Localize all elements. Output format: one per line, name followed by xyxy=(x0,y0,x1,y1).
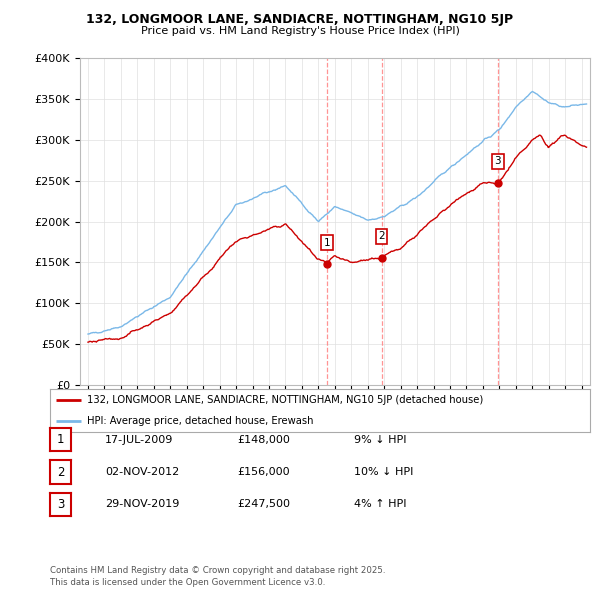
Text: 132, LONGMOOR LANE, SANDIACRE, NOTTINGHAM, NG10 5JP (detached house): 132, LONGMOOR LANE, SANDIACRE, NOTTINGHA… xyxy=(86,395,483,405)
Text: 4% ↑ HPI: 4% ↑ HPI xyxy=(354,500,407,509)
Text: Contains HM Land Registry data © Crown copyright and database right 2025.
This d: Contains HM Land Registry data © Crown c… xyxy=(50,566,385,587)
Text: 3: 3 xyxy=(494,156,501,166)
Text: 3: 3 xyxy=(57,498,64,511)
Text: 10% ↓ HPI: 10% ↓ HPI xyxy=(354,467,413,477)
Text: 2: 2 xyxy=(57,466,64,478)
Text: 17-JUL-2009: 17-JUL-2009 xyxy=(105,435,173,444)
Text: HPI: Average price, detached house, Erewash: HPI: Average price, detached house, Erew… xyxy=(86,416,313,426)
Text: £247,500: £247,500 xyxy=(237,500,290,509)
Text: 1: 1 xyxy=(324,238,331,248)
Text: £156,000: £156,000 xyxy=(237,467,290,477)
Text: 132, LONGMOOR LANE, SANDIACRE, NOTTINGHAM, NG10 5JP: 132, LONGMOOR LANE, SANDIACRE, NOTTINGHA… xyxy=(86,13,514,26)
Text: Price paid vs. HM Land Registry's House Price Index (HPI): Price paid vs. HM Land Registry's House … xyxy=(140,26,460,36)
Text: 1: 1 xyxy=(57,433,64,446)
Text: 29-NOV-2019: 29-NOV-2019 xyxy=(105,500,179,509)
Text: £148,000: £148,000 xyxy=(237,435,290,444)
Text: 9% ↓ HPI: 9% ↓ HPI xyxy=(354,435,407,444)
Text: 02-NOV-2012: 02-NOV-2012 xyxy=(105,467,179,477)
Text: 2: 2 xyxy=(378,231,385,241)
